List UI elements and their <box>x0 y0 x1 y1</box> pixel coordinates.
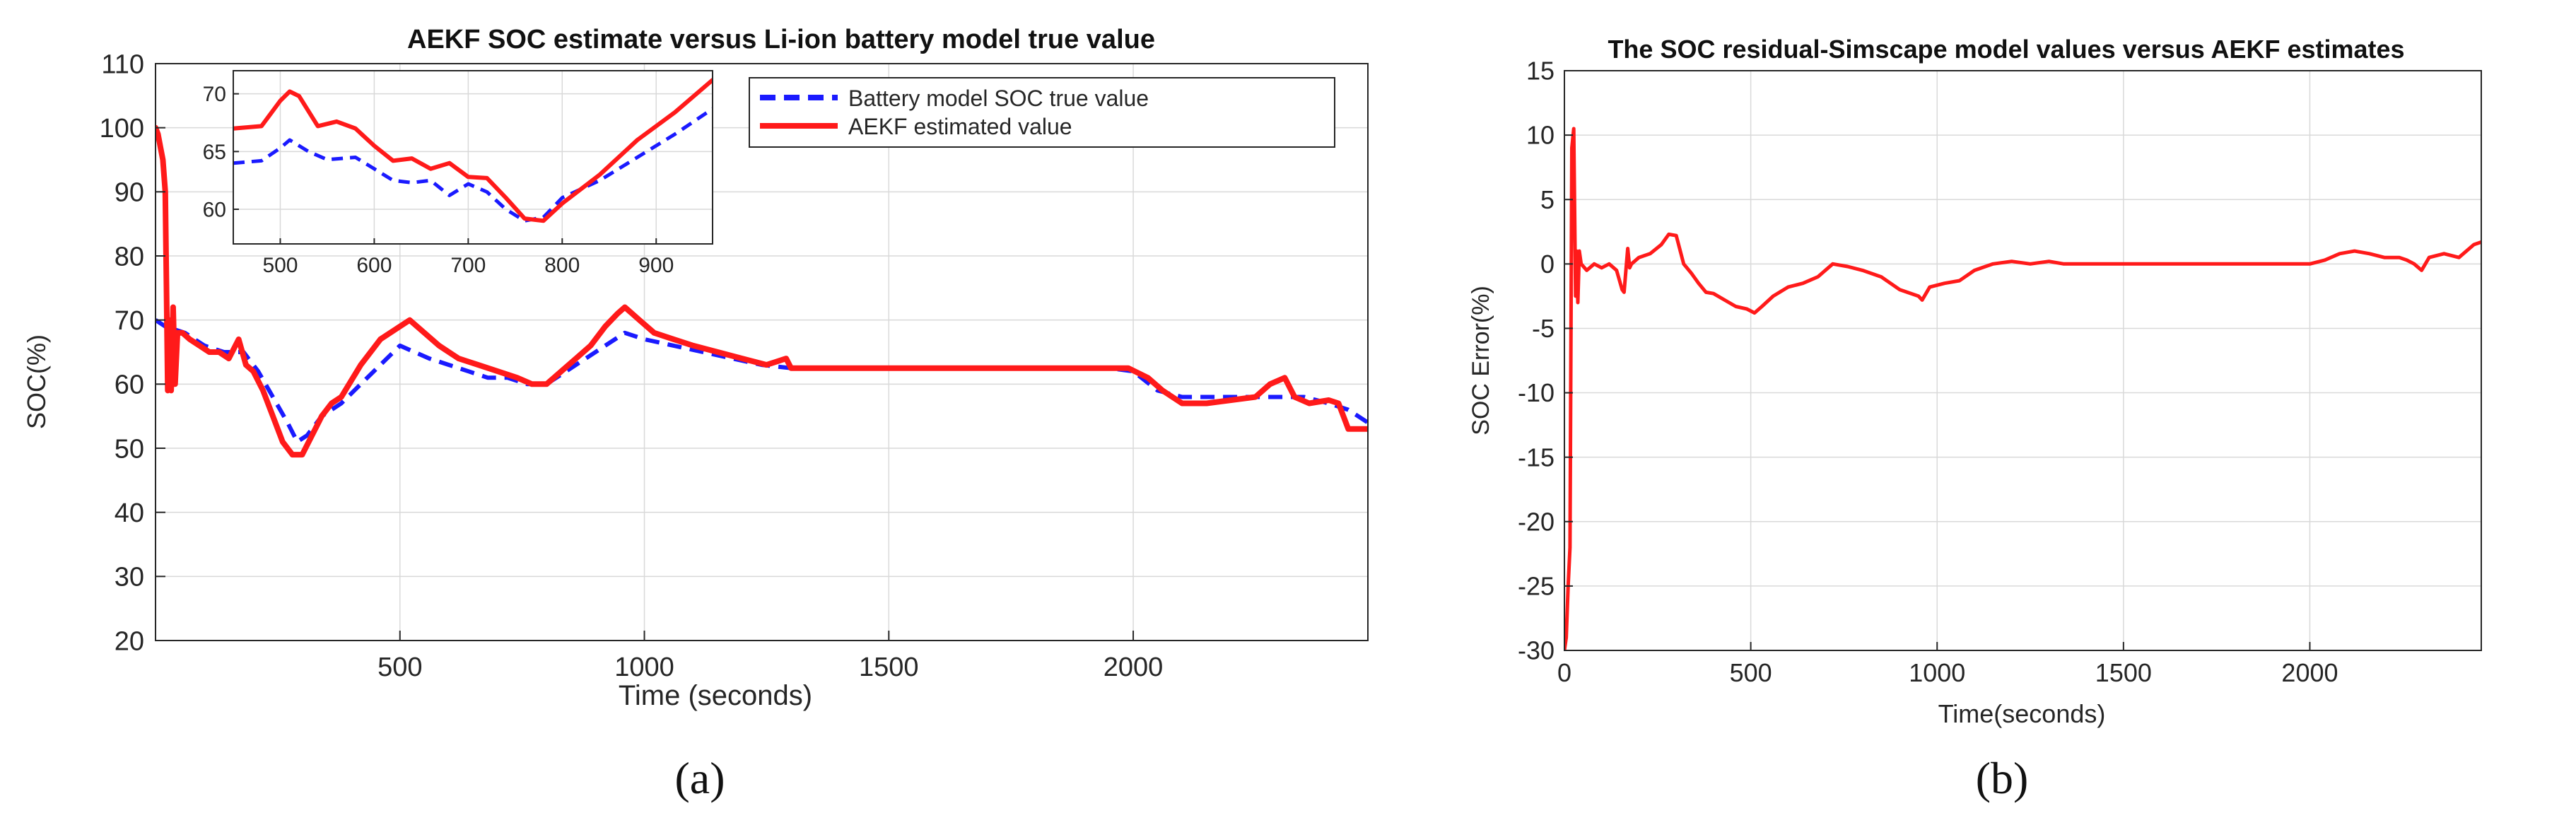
inset-xtick-label: 800 <box>544 254 580 277</box>
chart-b-xtick-label: 1000 <box>1909 658 1965 687</box>
panel-label-a: (a) <box>674 753 725 803</box>
chart-a-ylabel: SOC(%) <box>22 334 51 429</box>
inset-xtick-label: 900 <box>638 254 674 277</box>
inset-axes-box <box>233 70 713 245</box>
chart-a-ticks: 500 1000 1500 2000 20 30 40 50 60 70 80 90 100 110 <box>100 49 1164 682</box>
chart-b-grid <box>1564 70 2481 651</box>
chart-a-xtick-label: 500 <box>377 653 422 682</box>
chart-a-ytick-label: 20 <box>115 626 144 656</box>
chart-b-ylabel: SOC Error(%) <box>1468 286 1494 436</box>
inset-xtick-label: 700 <box>450 254 486 277</box>
chart-b-ytick-label: 5 <box>1540 185 1555 214</box>
chart-b-ytick-label: -10 <box>1518 378 1555 407</box>
chart-a-series <box>156 124 1368 458</box>
inset-grid <box>233 71 713 244</box>
inset-xtick-label: 500 <box>262 254 298 277</box>
chart-a-ytick-label: 70 <box>115 306 144 336</box>
chart-b-ytick-label: 10 <box>1526 121 1555 150</box>
chart-a-inset: 500 600 700 800 900 60 65 70 <box>203 70 713 277</box>
chart-b-ytick-label: 15 <box>1526 57 1555 86</box>
chart-b-xtick-label: 2000 <box>2281 658 2338 687</box>
inset-ticks: 500 600 700 800 900 60 65 70 <box>203 83 674 277</box>
chart-b-ytick-label: -30 <box>1518 636 1555 665</box>
chart-a-xlabel: Time (seconds) <box>619 680 812 711</box>
chart-b-xtick-label: 1500 <box>2095 658 2152 687</box>
chart-a-xtick-label: 2000 <box>1103 653 1164 682</box>
chart-a-ytick-label: 90 <box>115 178 144 208</box>
inset-xtick-label: 600 <box>356 254 392 277</box>
chart-a-axes-box <box>155 63 1369 641</box>
chart-a-xtick-label: 1500 <box>859 653 919 682</box>
inset-series-estimate-line <box>233 78 713 223</box>
chart-b-title: The SOC residual-Simscape model values v… <box>1608 35 2404 64</box>
chart-a-series-estimate-line <box>156 124 1368 458</box>
chart-a-ytick-label: 100 <box>100 114 144 144</box>
chart-a-xtick-label: 1000 <box>614 653 674 682</box>
chart-b-axes-box <box>1564 70 2482 651</box>
inset-series <box>233 78 713 223</box>
inset-ytick-label: 60 <box>203 199 226 222</box>
chart-a-title: AEKF SOC estimate versus Li-ion battery … <box>407 25 1155 54</box>
chart-a-ytick-label: 110 <box>101 49 144 79</box>
chart-a-legend: Battery model SOC true value AEKF estima… <box>749 77 1335 148</box>
chart-b-series-estimate-line <box>1564 127 2481 650</box>
inset-ytick-label: 65 <box>203 141 226 164</box>
inset-background <box>233 71 713 244</box>
chart-b-xtick-label: 500 <box>1730 658 1772 687</box>
chart-a-ytick-label: 50 <box>115 434 144 464</box>
panel-label-b: (b) <box>1976 753 2029 803</box>
chart-b-ytick-label: 0 <box>1540 250 1555 279</box>
chart-b-ytick-label: -5 <box>1532 314 1555 343</box>
chart-b-ticks: 0 500 1000 1500 2000 -30 -25 -20 -15 -10 -5 0 5 10 15 <box>1518 57 2338 687</box>
chart-b-ytick-label: -15 <box>1518 443 1555 472</box>
chart-b-ytick-label: -25 <box>1518 571 1555 600</box>
legend-label-estimate: AEKF estimated value <box>848 114 1072 139</box>
chart-a-ytick-label: 60 <box>115 370 144 400</box>
legend-label-true-value: Battery model SOC true value <box>848 86 1149 111</box>
chart-a-ytick-label: 80 <box>115 242 144 271</box>
chart-b-xtick-label: 0 <box>1557 658 1571 687</box>
chart-a-ytick-label: 40 <box>115 498 144 528</box>
chart-b-ytick-label: -20 <box>1518 507 1555 536</box>
chart-a-ytick-label: 30 <box>115 563 144 592</box>
chart-a-series-true-value-line <box>156 318 1368 444</box>
chart-a: AEKF SOC estimate versus Li-ion battery … <box>22 25 1369 803</box>
chart-b: The SOC residual-Simscape model values v… <box>1468 35 2482 803</box>
inset-ytick-label: 70 <box>203 83 226 106</box>
chart-b-xlabel: Time(seconds) <box>1938 699 2106 728</box>
chart-b-series <box>1564 127 2481 650</box>
legend-box <box>749 77 1335 148</box>
